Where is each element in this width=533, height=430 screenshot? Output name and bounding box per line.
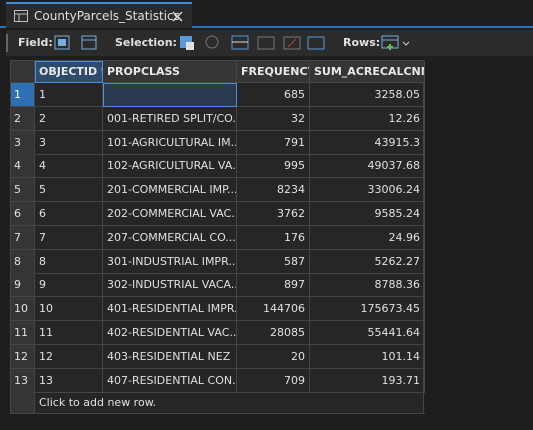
cell[interactable]: 13: [35, 368, 103, 393]
toolbar: [6, 30, 533, 56]
cell[interactable]: 32: [237, 106, 310, 131]
column-header[interactable]: OBJECTID *: [35, 61, 103, 83]
row-header[interactable]: 7: [11, 225, 35, 250]
cell[interactable]: 6: [35, 202, 103, 226]
close-button[interactable]: [172, 11, 183, 22]
rows-label: Rows:: [343, 36, 381, 49]
cell[interactable]: 587: [237, 249, 310, 274]
corner: [11, 61, 35, 83]
row-header[interactable]: 2: [11, 106, 35, 131]
cell[interactable]: 12: [35, 344, 103, 369]
cell[interactable]: 402-RESIDENTIAL VAC...: [103, 321, 237, 345]
row-header[interactable]: 1: [11, 83, 35, 107]
rows-button[interactable]: [381, 34, 411, 52]
row-header[interactable]: 9: [11, 273, 35, 298]
selection-buttons[interactable]: [178, 33, 328, 53]
add-row-hint[interactable]: Click to add new row.: [35, 392, 425, 415]
cell[interactable]: 202-COMMERCIAL VAC...: [103, 202, 237, 226]
cell[interactable]: 24.96: [310, 225, 425, 250]
cell[interactable]: 995: [237, 154, 310, 179]
cell[interactable]: 403-RESIDENTIAL NEZ: [103, 344, 237, 369]
cell[interactable]: 8: [35, 249, 103, 274]
row-header[interactable]: 8: [11, 249, 35, 274]
row-header[interactable]: 12: [11, 344, 35, 369]
row-header: [11, 392, 35, 415]
cell[interactable]: 102-AGRICULTURAL VA...: [103, 154, 237, 179]
row-header[interactable]: 6: [11, 202, 35, 226]
cell[interactable]: 791: [237, 130, 310, 155]
cell[interactable]: 101-AGRICULTURAL IM...: [103, 130, 237, 155]
row-header[interactable]: 10: [11, 297, 35, 322]
cell[interactable]: 709: [237, 368, 310, 393]
cell[interactable]: 5: [35, 178, 103, 203]
cell[interactable]: 207-COMMERCIAL CO...: [103, 225, 237, 250]
cell[interactable]: 8234: [237, 178, 310, 203]
cell[interactable]: 9585.24: [310, 202, 425, 226]
cell[interactable]: 12.26: [310, 106, 425, 131]
cell[interactable]: 7: [35, 225, 103, 250]
tab[interactable]: CountyParcels_Statistics: [6, 2, 192, 28]
cell[interactable]: 8788.36: [310, 273, 425, 298]
cell[interactable]: 193.71: [310, 368, 425, 393]
cell[interactable]: 175673.45: [310, 297, 425, 322]
cell[interactable]: 897: [237, 273, 310, 298]
cell[interactable]: 33006.24: [310, 178, 425, 203]
cell[interactable]: 144706: [237, 297, 310, 322]
cell[interactable]: 301-INDUSTRIAL IMPR...: [103, 249, 237, 274]
cell[interactable]: 4: [35, 154, 103, 179]
column-header[interactable]: SUM_ACRECALCNM: [310, 61, 425, 83]
cell[interactable]: 101.14: [310, 344, 425, 369]
tab-title: CountyParcels_Statistics: [34, 9, 180, 23]
cell[interactable]: 685: [237, 83, 310, 107]
row-header[interactable]: 11: [11, 321, 35, 345]
cell[interactable]: 302-INDUSTRIAL VACA...: [103, 273, 237, 298]
cell[interactable]: 2: [35, 106, 103, 131]
cell[interactable]: 1: [35, 83, 103, 107]
row-header[interactable]: 13: [11, 368, 35, 393]
row-header[interactable]: 4: [11, 154, 35, 179]
grip: [6, 34, 8, 52]
cell[interactable]: 3762: [237, 202, 310, 226]
row-header[interactable]: 5: [11, 178, 35, 203]
column-header[interactable]: PROPCLASS: [103, 61, 237, 83]
cell[interactable]: 43915.3: [310, 130, 425, 155]
cell[interactable]: 55441.64: [310, 321, 425, 345]
cell[interactable]: 201-COMMERCIAL IMP...: [103, 178, 237, 203]
column-header[interactable]: FREQUENCY: [237, 61, 310, 83]
row-header[interactable]: 3: [11, 130, 35, 155]
selection-label: Selection:: [115, 36, 177, 49]
cell[interactable]: 28085: [237, 321, 310, 345]
table-icon: [14, 10, 28, 22]
cell[interactable]: 407-RESIDENTIAL CON...: [103, 368, 237, 393]
cell[interactable]: 3258.05: [310, 83, 425, 107]
cell[interactable]: [103, 83, 237, 107]
cell[interactable]: 10: [35, 297, 103, 322]
grid: OBJECTID * PROPCLASS FREQUENCY SUM_ACRECALC…: [10, 60, 425, 415]
field-buttons[interactable]: [54, 35, 102, 51]
cell[interactable]: 001-RETIRED SPLIT/CO...: [103, 106, 237, 131]
cell[interactable]: 5262.27: [310, 249, 425, 274]
cell[interactable]: 11: [35, 321, 103, 345]
cell[interactable]: 3: [35, 130, 103, 155]
cell[interactable]: 49037.68: [310, 154, 425, 179]
cell[interactable]: 401-RESIDENTIAL IMPR...: [103, 297, 237, 322]
field-label: Field:: [18, 36, 53, 49]
cell[interactable]: 9: [35, 273, 103, 298]
cell[interactable]: 20: [237, 344, 310, 369]
cell[interactable]: 176: [237, 225, 310, 250]
